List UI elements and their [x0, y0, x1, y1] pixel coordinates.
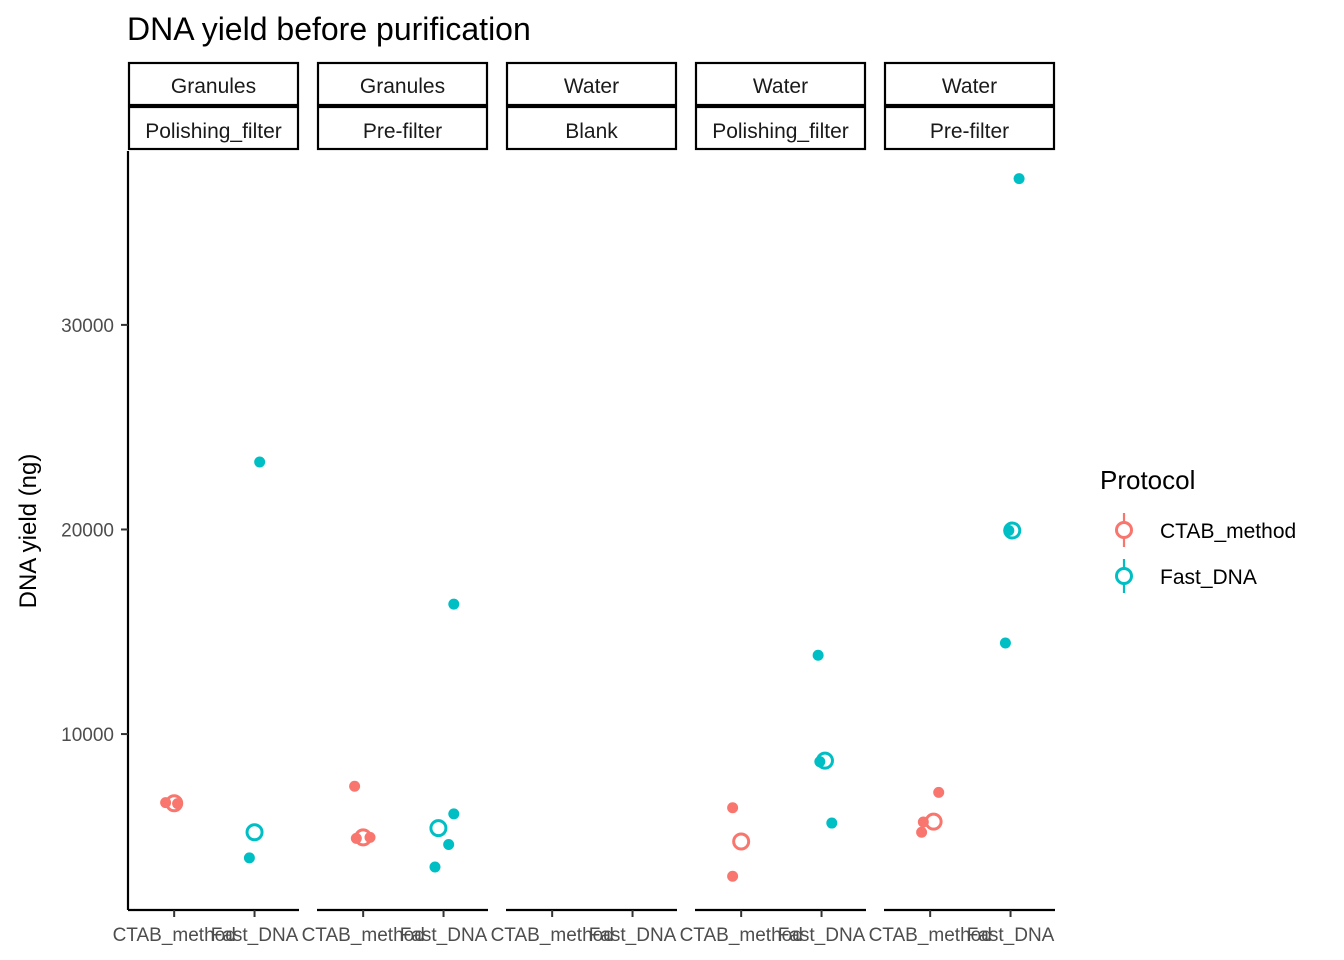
facet-panel: Granules Polishing_filter CTAB_methodFast_… [113, 61, 300, 946]
facet-strip-bottom-label: Pre-filter [930, 120, 1009, 143]
facet-strip-top [694, 61, 867, 107]
y-axis: 10000 20000 30000 [61, 151, 130, 910]
facet-strip-bottom [883, 105, 1056, 151]
mean-marker [429, 819, 448, 838]
facet-strip-top [316, 61, 489, 107]
x-tick-label: CTAB_method [302, 925, 425, 946]
mean-marker [1003, 521, 1022, 540]
data-point [254, 456, 266, 468]
legend-key-marker [1115, 521, 1133, 539]
facet-strip-top-label: Water [753, 75, 808, 98]
mean-marker [354, 828, 373, 847]
facet-strip-bottom [694, 105, 867, 151]
y-tick-label: 20000 [61, 520, 114, 541]
facet-strip-bottom-label: Polishing_filter [145, 120, 282, 143]
facet-strip-top [505, 61, 678, 107]
x-tick-label: Fast_DNA [967, 925, 1055, 946]
x-tick-label: Fast_DNA [400, 925, 488, 946]
y-tick-label: 30000 [61, 316, 114, 337]
legend-item: Fast_DNA [1115, 559, 1257, 593]
x-tick-label: CTAB_method [869, 925, 992, 946]
facet-strip-top-label: Water [942, 75, 997, 98]
legend-label: CTAB_method [1160, 520, 1296, 543]
x-tick-label: CTAB_method [680, 925, 803, 946]
legend-label: Fast_DNA [1160, 566, 1257, 589]
mean-marker [815, 751, 834, 770]
legend-title: Protocol [1100, 465, 1195, 495]
mean-marker [165, 794, 184, 813]
data-point [243, 852, 255, 864]
data-point [448, 808, 460, 820]
facet-strip-bottom-label: Blank [565, 120, 618, 143]
facet-strip-bottom [505, 105, 678, 151]
x-tick-label: CTAB_method [113, 925, 236, 946]
facet-strip-bottom-label: Pre-filter [363, 120, 442, 143]
data-point [448, 598, 460, 610]
chart-title: DNA yield before purification [127, 11, 531, 47]
data-point [826, 817, 838, 829]
mean-marker [732, 832, 751, 851]
data-point [349, 780, 361, 792]
data-point [933, 786, 945, 798]
legend-key-marker [1115, 567, 1133, 585]
data-point [429, 861, 441, 873]
x-tick-label: Fast_DNA [589, 925, 677, 946]
mean-marker [245, 823, 264, 842]
facet-strip-bottom-label: Polishing_filter [712, 120, 849, 143]
facet-strip-top-label: Granules [360, 75, 445, 98]
y-axis-title: DNA yield (ng) [15, 454, 42, 609]
data-point [727, 870, 739, 882]
facet-strip-bottom [316, 105, 489, 151]
legend: Protocol CTAB_method Fast_DNA [1100, 465, 1296, 593]
y-tick-label: 10000 [61, 725, 114, 746]
facet-strip-bottom [127, 105, 300, 151]
data-point [443, 839, 455, 851]
facet-strip-top-label: Water [564, 75, 619, 98]
mean-marker [924, 812, 943, 831]
data-point [916, 826, 928, 838]
data-point [812, 649, 824, 661]
x-tick-label: Fast_DNA [778, 925, 866, 946]
x-tick-label: CTAB_method [491, 925, 614, 946]
data-point [727, 802, 739, 814]
x-tick-label: Fast_DNA [211, 925, 299, 946]
data-point [1013, 173, 1025, 185]
facet-panels: GranulesPolishing_filterCTAB_methodFast_… [113, 61, 1056, 946]
facet-strip-top [883, 61, 1056, 107]
data-point [999, 637, 1011, 649]
facet-strip-top [127, 61, 300, 107]
facet-strip-top-label: Granules [171, 75, 256, 98]
legend-item: CTAB_method [1115, 513, 1296, 547]
